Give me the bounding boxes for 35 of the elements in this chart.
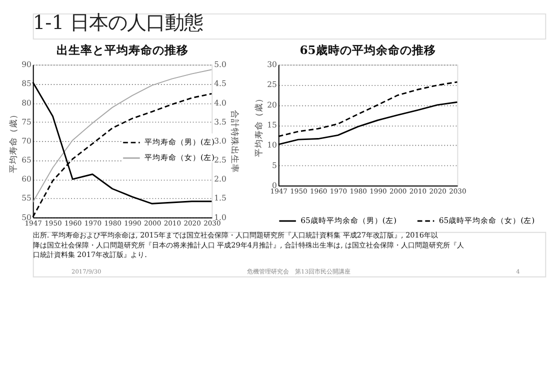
y2-tick-label: 3.5 (214, 117, 226, 126)
y-tick-label: 30 (267, 60, 278, 70)
legend-label: 65歳時平均余命（男）(左) (300, 216, 396, 225)
y2-tick-label: 3.0 (214, 136, 226, 146)
y-tick-label: 80 (22, 98, 32, 108)
y-tick-label: 5 (272, 160, 278, 170)
y-tick-label: 65 (22, 156, 32, 165)
y-tick-label: 75 (22, 117, 32, 126)
y-tick-label: 0 (272, 180, 278, 190)
legend-label: 平均寿命（男）(左) (144, 138, 215, 147)
y-tick-label: 70 (22, 136, 32, 146)
y2-tick-label: 2.0 (214, 174, 226, 184)
y-tick-label: 50 (22, 212, 32, 222)
chart-title: 65歳時の平均余命の推移 (300, 43, 436, 58)
y-tick-label: 90 (22, 60, 32, 70)
y-tick-label: 25 (267, 80, 278, 90)
y2-tick-label: 4.5 (214, 79, 226, 88)
y2-tick-label: 5.0 (214, 60, 226, 70)
y2-tick-label: 2.5 (214, 156, 226, 165)
y-tick-label: 55 (22, 194, 32, 203)
y-tick-label: 15 (267, 120, 278, 130)
y2-tick-label: 1.5 (214, 194, 226, 203)
y-tick-label: 20 (267, 100, 278, 110)
y2-axis-title: 合計特殊出生率 (229, 110, 240, 174)
text: 1-1 日本の人口動態 (32, 10, 204, 34)
legend-label: 平均寿命（女）(左) (144, 152, 215, 162)
y-axis-title: 平均寿命（歳） (8, 110, 19, 174)
y2-tick-label: 1.0 (214, 212, 226, 222)
y-axis-title: 平均寿命（歳） (253, 94, 264, 158)
y-tick-label: 60 (22, 174, 32, 184)
y2-tick-label: 4.0 (214, 98, 226, 108)
chart-title: 出生率と平均寿命の推移 (56, 43, 188, 58)
y-tick-label: 85 (22, 79, 32, 88)
y-tick-label: 10 (267, 140, 278, 150)
legend-label: 65歳時平均余命（女）(左) (438, 216, 535, 225)
